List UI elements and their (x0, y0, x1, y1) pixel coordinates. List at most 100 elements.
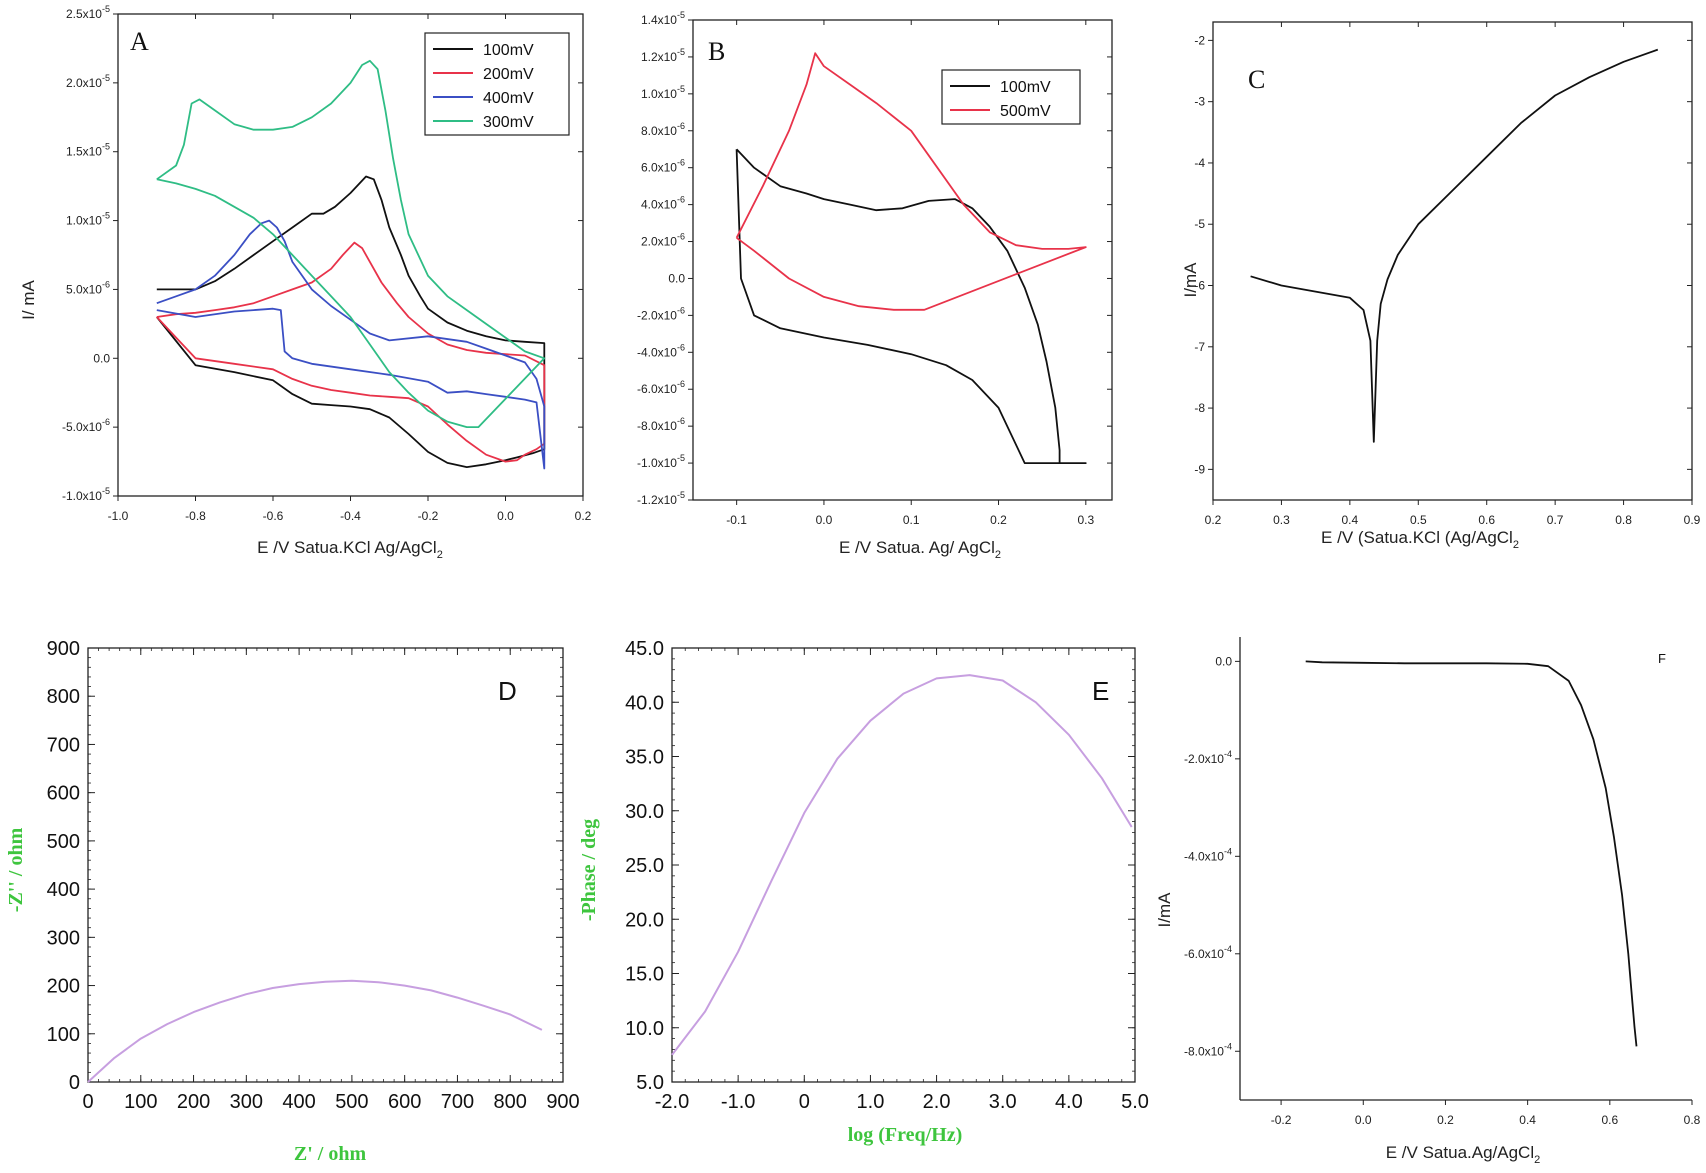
panel-label: E (1092, 676, 1109, 706)
y-tick-label: -8 (1194, 401, 1205, 415)
y-tick-label: 1.0x10-5 (66, 211, 110, 228)
y-tick-label: 200 (47, 976, 80, 998)
y-tick-label: -4.0x10-6 (637, 342, 685, 359)
x-axis-label: E /V Satua. Ag/ AgCl2 (839, 538, 1001, 561)
y-tick-exponent: -5 (102, 73, 110, 83)
y-tick-mantissa: 1.2x10 (641, 50, 677, 64)
panel-c: 0.2 0.3 0.4 0.5 0.6 0.7 0.8 0.9 -9 -8 -7 -6 -5 -4 -3 -2… (1181, 21, 1701, 551)
y-tick-exponent: -5 (677, 84, 685, 94)
y-tick-mantissa: 15.0 (625, 964, 664, 986)
y-tick-label: 0.0 (1215, 654, 1232, 668)
y-tick-label: 0 (69, 1072, 80, 1094)
x-axis-label-text: E /V Satua.KCl Ag/AgCl (257, 538, 437, 557)
series-line-200mV (156, 241, 546, 463)
series-line-1 (671, 674, 1133, 1056)
x-tick-label: 0.8 (1684, 1113, 1701, 1127)
x-tick-label: -0.4 (340, 509, 361, 523)
legend-label: 500mV (1000, 103, 1051, 120)
y-tick-mantissa: 5.0x10 (66, 282, 102, 296)
panel-label: C (1248, 65, 1265, 94)
y-tick-mantissa: 500 (47, 831, 80, 853)
x-tick-label: 300 (230, 1091, 263, 1113)
y-tick-exponent: -6 (677, 121, 685, 131)
y-tick-mantissa: 20.0 (625, 909, 664, 931)
x-tick-label: 800 (494, 1091, 527, 1113)
x-tick-label: 0.6 (1478, 513, 1495, 527)
y-tick-mantissa: 40.0 (625, 692, 664, 714)
panel-e: -2.0 -1.0 0 1.0 2.0 3.0 4.0 5.0 5.0 10.0 15.0 20.0 2… (578, 638, 1149, 1146)
y-tick-label: 1.4x10-5 (641, 10, 685, 27)
x-axis-label-subscript: 2 (1513, 539, 1519, 551)
series-line-300mV (156, 59, 546, 429)
y-tick-mantissa: 900 (47, 638, 80, 660)
y-tick-label: 45.0 (625, 638, 664, 660)
y-tick-label: 40.0 (625, 692, 664, 714)
x-tick-label: 0.0 (1355, 1113, 1372, 1127)
x-axis-label-text: log (Freq/Hz) (848, 1124, 963, 1146)
y-tick-label: 2.0x10-6 (641, 232, 685, 249)
y-tick-label: 400 (47, 879, 80, 901)
y-tick-mantissa: -6.0x10 (1184, 947, 1224, 961)
y-tick-mantissa: -6.0x10 (637, 382, 677, 396)
x-tick-label: 2.0 (923, 1091, 951, 1113)
y-tick-label: 1.0x10-5 (641, 84, 685, 101)
y-tick-label: 1.2x10-5 (641, 47, 685, 64)
x-axis-label-text: E /V (Satua.KCl (Ag/AgCl (1321, 528, 1513, 547)
y-tick-label: -3 (1194, 95, 1205, 109)
x-tick-label: 0.4 (1342, 513, 1359, 527)
y-tick-exponent: -6 (677, 158, 685, 168)
y-tick-label: 700 (47, 734, 80, 756)
y-tick-label: -1.0x10-5 (62, 486, 110, 503)
y-tick-label: 900 (47, 638, 80, 660)
y-tick-mantissa: -6 (1194, 279, 1205, 293)
y-tick-mantissa: -8 (1194, 401, 1205, 415)
y-tick-exponent: -6 (102, 279, 110, 289)
x-tick-label: 0.2 (575, 509, 592, 523)
y-tick-mantissa: -5 (1194, 217, 1205, 231)
y-tick-mantissa: 35.0 (625, 747, 664, 769)
y-tick-exponent: -5 (677, 490, 685, 500)
y-tick-mantissa: -3 (1194, 95, 1205, 109)
x-tick-label: 0.3 (1077, 513, 1094, 527)
y-tick-label: 100 (47, 1024, 80, 1046)
y-tick-mantissa: 45.0 (625, 638, 664, 660)
y-tick-label: 30.0 (625, 801, 664, 823)
series-line-1 (1250, 48, 1659, 443)
y-tick-mantissa: 8.0x10 (641, 124, 677, 138)
y-tick-mantissa: 4.0x10 (641, 198, 677, 212)
y-axis-label: -Phase / deg (578, 819, 600, 921)
x-axis-label-subscript: 2 (437, 549, 443, 561)
x-tick-label: 1.0 (857, 1091, 885, 1113)
y-tick-label: -6.0x10-4 (1184, 944, 1232, 961)
y-tick-mantissa: -1.0x10 (637, 456, 677, 470)
panel-label: F (1658, 651, 1666, 666)
y-tick-label: -6 (1194, 279, 1205, 293)
y-tick-mantissa: 6.0x10 (641, 161, 677, 175)
y-tick-exponent: -5 (677, 47, 685, 57)
plot-frame (692, 19, 1113, 501)
y-tick-label: 6.0x10-6 (641, 158, 685, 175)
y-tick-label: 2.5x10-5 (66, 4, 110, 21)
y-tick-exponent: -6 (677, 305, 685, 315)
y-tick-mantissa: -8.0x10 (1184, 1044, 1224, 1058)
x-tick-label: 4.0 (1055, 1091, 1083, 1113)
y-tick-label: -1.0x10-5 (637, 453, 685, 470)
x-tick-label: -0.8 (185, 509, 206, 523)
y-tick-label: -2.0x10-4 (1184, 749, 1232, 766)
y-tick-label: 5.0 (636, 1072, 664, 1094)
y-tick-label: 10.0 (625, 1018, 664, 1040)
y-tick-mantissa: 600 (47, 783, 80, 805)
y-tick-mantissa: -4.0x10 (637, 345, 677, 359)
series-line-1 (1305, 660, 1638, 1047)
panel-f: -0.2 0.0 0.2 0.4 0.6 0.80.0-2.0x10-4-4.0x10-4… (1155, 637, 1701, 1166)
y-tick-label: 35.0 (625, 747, 664, 769)
y-tick-mantissa: 1.5x10 (66, 145, 102, 159)
y-tick-exponent: -4 (1224, 1041, 1232, 1051)
x-tick-label: 200 (177, 1091, 210, 1113)
y-tick-mantissa: 0.0 (1215, 654, 1232, 668)
y-tick-label: -2 (1194, 33, 1205, 47)
x-axis-label-text: Z' / ohm (294, 1143, 367, 1165)
y-tick-exponent: -4 (1224, 944, 1232, 954)
y-tick-exponent: -6 (677, 195, 685, 205)
y-tick-exponent: -6 (677, 232, 685, 242)
